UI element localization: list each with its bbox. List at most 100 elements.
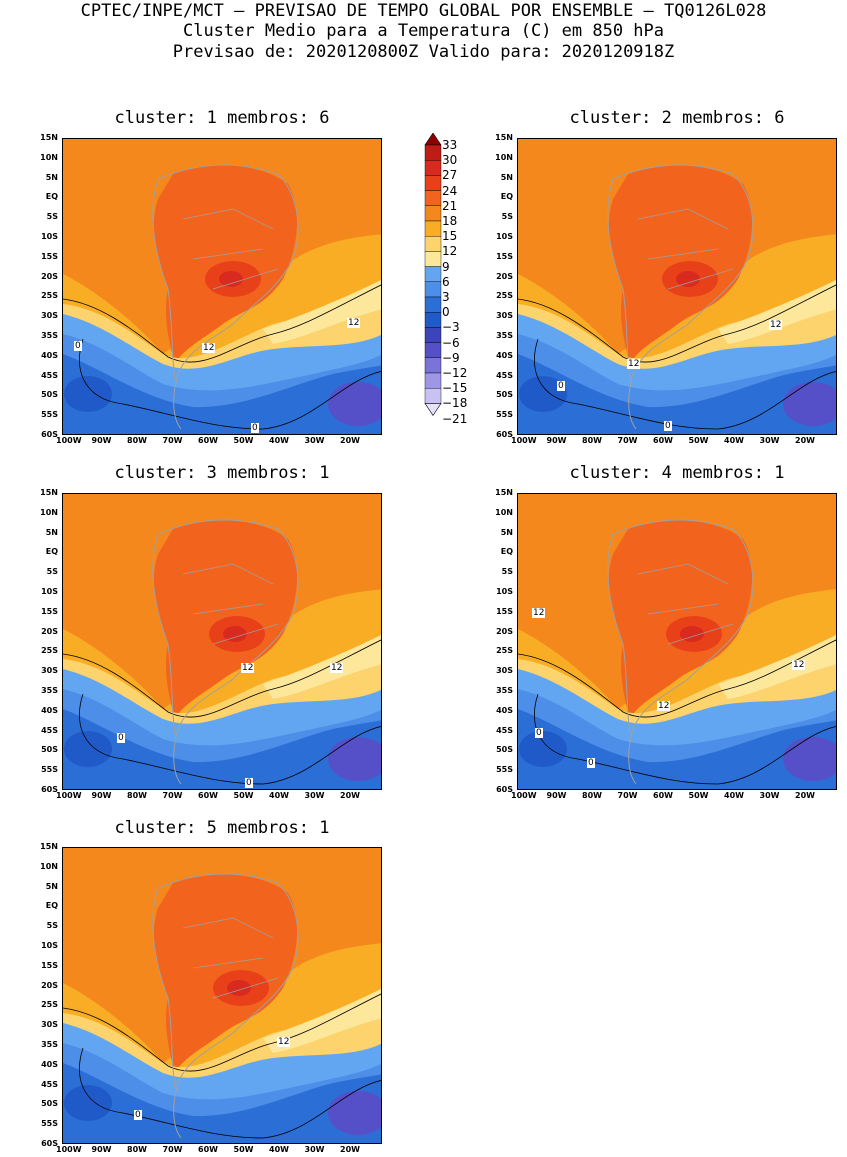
- latitude-label: 40S: [41, 350, 58, 360]
- latitude-label: EQ: [45, 901, 58, 911]
- longitude-label: 20W: [340, 436, 360, 445]
- colorbar-label: −9: [442, 350, 460, 365]
- colorbar-swatches: [424, 133, 442, 416]
- latitude-label: 5S: [46, 212, 58, 222]
- colorbar-label: 18: [442, 214, 458, 228]
- latitude-label: 5N: [45, 881, 58, 891]
- panel-title: cluster: 1 membros: 6: [114, 108, 330, 128]
- colorbar-label: 27: [442, 168, 458, 183]
- contour-label: 0: [245, 778, 253, 788]
- colorbar-label: 21: [442, 198, 458, 213]
- latitude-label: 5N: [45, 172, 58, 182]
- longitude-label: 100W: [56, 1145, 82, 1154]
- contour-label: 12: [241, 663, 255, 673]
- contour-label: 12: [657, 701, 671, 711]
- longitude-label: 30W: [304, 436, 325, 445]
- colorbar-label: 30: [442, 153, 458, 168]
- longitude-label: 40W: [269, 436, 289, 445]
- header-line-3: Previsao de: 2020120800Z Valido para: 20…: [172, 42, 675, 62]
- colorbar-label: 0: [442, 305, 450, 320]
- contour-label: 12: [532, 608, 546, 618]
- longitude-label: 100W: [56, 436, 82, 445]
- panel-title: cluster: 4 membros: 1: [569, 463, 785, 483]
- latitude-label: 35S: [496, 686, 513, 695]
- latitude-label: 35S: [41, 1040, 58, 1049]
- latitude-label: 60S: [496, 785, 513, 794]
- latitude-label: 50S: [41, 390, 58, 400]
- latitude-label: 30S: [496, 311, 513, 321]
- longitude-label: 60W: [198, 791, 218, 800]
- latitude-label: 55S: [41, 765, 58, 775]
- longitude-label: 80W: [582, 791, 602, 800]
- latitude-label: 10N: [495, 507, 513, 517]
- longitude-label: 40W: [269, 791, 289, 800]
- contour-label: 0: [535, 728, 543, 738]
- latitude-label: 20S: [496, 626, 513, 636]
- longitude-label: 60W: [653, 791, 673, 800]
- longitude-label: 50W: [688, 436, 709, 445]
- latitude-label: 35S: [496, 331, 513, 340]
- latitude-label: 15N: [40, 842, 58, 851]
- longitude-label: 70W: [162, 791, 183, 800]
- longitude-label: 60W: [653, 436, 673, 445]
- longitude-label: 20W: [795, 791, 815, 800]
- contour-label: 12: [277, 1037, 291, 1047]
- latitude-label: 45S: [496, 725, 513, 735]
- longitude-label: 90W: [91, 436, 112, 445]
- latitude-label: 30S: [496, 666, 513, 676]
- longitude-label: 50W: [233, 791, 254, 800]
- latitude-label: 40S: [41, 705, 58, 715]
- latitude-label: 50S: [496, 745, 513, 755]
- latitude-label: 10S: [41, 232, 58, 241]
- contour-label: 0: [134, 1110, 142, 1120]
- temperature-field: [518, 494, 836, 789]
- latitude-label: 55S: [41, 410, 58, 420]
- colorbar-label: 6: [442, 274, 450, 289]
- latitude-label: 35S: [41, 331, 58, 340]
- longitude-label: 80W: [127, 791, 147, 800]
- latitude-label: 15S: [496, 251, 513, 261]
- contour-label: 12: [330, 663, 344, 673]
- temperature-field: [63, 494, 381, 789]
- latitude-label: 15N: [495, 488, 513, 497]
- latitude-label: 25S: [496, 646, 513, 656]
- longitude-label: 70W: [617, 791, 638, 800]
- latitude-label: 10S: [41, 941, 58, 950]
- contour-label: 0: [74, 341, 82, 351]
- latitude-label: 5S: [46, 567, 58, 577]
- contour-label: 12: [792, 660, 806, 670]
- latitude-label: 40S: [496, 705, 513, 715]
- latitude-label: 20S: [496, 271, 513, 281]
- longitude-label: 50W: [233, 436, 254, 445]
- latitude-label: 5S: [501, 212, 513, 222]
- longitude-label: 20W: [795, 436, 815, 445]
- longitude-label: 50W: [688, 791, 709, 800]
- latitude-label: 10N: [495, 152, 513, 162]
- temperature-field: [63, 848, 381, 1143]
- latitude-label: 15S: [496, 606, 513, 616]
- longitude-label: 40W: [724, 791, 744, 800]
- colorbar-label: −3: [442, 320, 460, 335]
- longitude-label: 90W: [91, 1145, 112, 1154]
- latitude-label: 30S: [41, 1020, 58, 1030]
- colorbar-label: 9: [442, 259, 450, 274]
- panel-title: cluster: 2 membros: 6: [569, 108, 785, 128]
- longitude-label: 30W: [304, 1145, 325, 1154]
- latitude-label: 60S: [41, 430, 58, 439]
- latitude-label: 5S: [46, 921, 58, 931]
- latitude-label: 5N: [500, 527, 513, 537]
- header-line-2: Cluster Medio para a Temperatura (C) em …: [182, 21, 665, 41]
- contour-label: 0: [587, 758, 595, 768]
- latitude-label: 40S: [41, 1059, 58, 1069]
- longitude-label: 20W: [340, 1145, 360, 1154]
- latitude-label: 20S: [41, 980, 58, 990]
- latitude-label: 45S: [496, 370, 513, 380]
- longitude-label: 20W: [340, 791, 360, 800]
- latitude-label: 15S: [41, 960, 58, 970]
- latitude-label: 5N: [500, 172, 513, 182]
- latitude-label: 10N: [40, 507, 58, 517]
- latitude-label: EQ: [500, 192, 513, 202]
- latitude-label: 25S: [41, 646, 58, 656]
- longitude-label: 90W: [91, 791, 112, 800]
- latitude-label: 10N: [40, 152, 58, 162]
